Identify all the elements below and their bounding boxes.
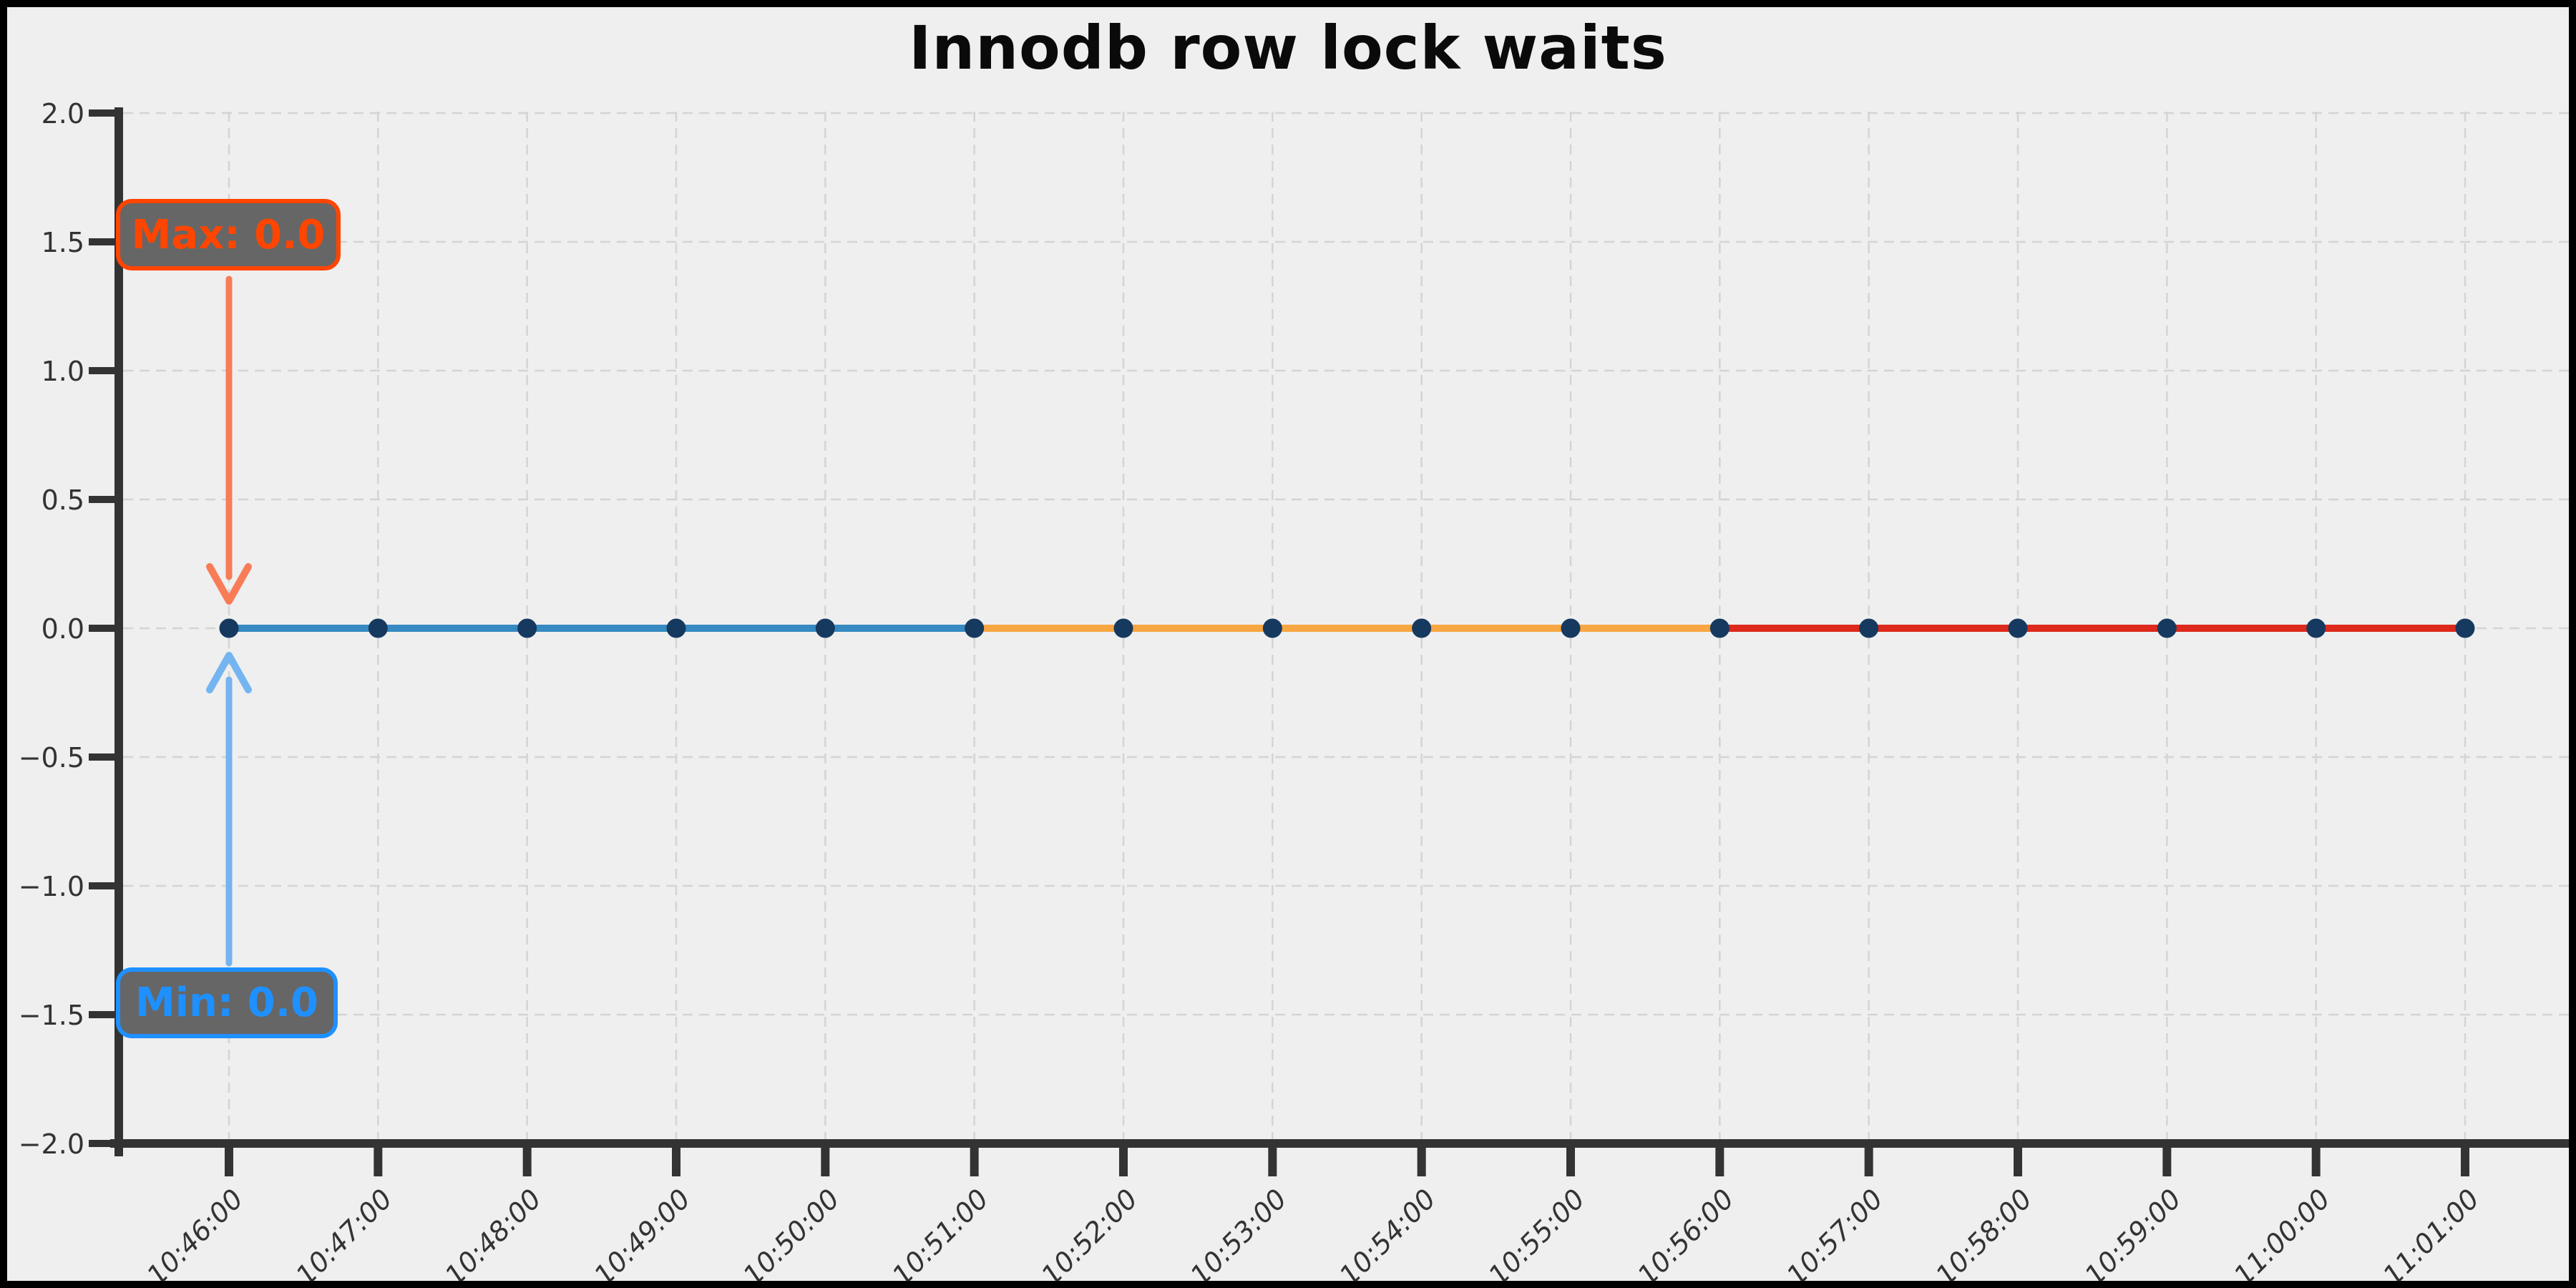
x-tick xyxy=(821,1148,830,1176)
y-tick xyxy=(89,625,116,632)
data-point-marker xyxy=(2455,618,2475,638)
y-axis-spine xyxy=(114,107,123,1156)
x-tick xyxy=(970,1148,979,1176)
y-tick-label: 0.5 xyxy=(42,484,84,516)
x-tick xyxy=(2311,1148,2321,1176)
x-tick xyxy=(1566,1148,1575,1176)
data-point-marker xyxy=(2157,618,2177,638)
x-tick xyxy=(374,1148,383,1176)
data-point-marker xyxy=(1859,618,1879,638)
x-tick-label: 11:00:00 xyxy=(2228,1183,2336,1288)
x-tick-label: 10:48:00 xyxy=(439,1183,547,1288)
data-point-marker xyxy=(2008,618,2028,638)
x-tick xyxy=(1268,1148,1277,1176)
x-tick-label: 10:55:00 xyxy=(1483,1183,1591,1288)
x-tick-label: 10:49:00 xyxy=(588,1183,697,1288)
data-point-marker xyxy=(1113,618,1133,638)
x-tick xyxy=(225,1148,233,1176)
y-tick-label: −1.0 xyxy=(19,871,84,902)
y-tick-label: −0.5 xyxy=(19,742,84,774)
x-tick-label: 10:58:00 xyxy=(1930,1183,2039,1288)
x-tick xyxy=(1417,1148,1426,1176)
y-tick xyxy=(89,367,116,374)
y-tick-label: −1.5 xyxy=(19,1000,84,1031)
data-point-marker xyxy=(2306,618,2326,638)
x-tick-label: 10:53:00 xyxy=(1184,1183,1293,1288)
min-arrowhead xyxy=(206,652,252,693)
y-tick-label: 1.5 xyxy=(42,227,84,258)
y-tick xyxy=(89,882,116,889)
x-tick xyxy=(522,1148,532,1176)
plot-area: 2.0 1.5 1.0 0.5 0.0 −0.5 −1.0 −1.5 −2.0 10:46:00 1… xyxy=(19,98,2569,1288)
chart-title: Innodb row lock waits xyxy=(909,13,1667,83)
data-point-marker xyxy=(815,618,835,638)
data-point-marker xyxy=(219,618,239,638)
y-tick xyxy=(89,753,116,761)
y-tick xyxy=(89,109,116,117)
x-tick-label: 10:46:00 xyxy=(141,1183,250,1288)
data-point-marker xyxy=(517,618,537,638)
x-tick-label: 10:52:00 xyxy=(1035,1183,1144,1288)
y-tick-label: 2.0 xyxy=(42,98,84,130)
x-tick xyxy=(2014,1148,2022,1176)
max-arrowhead xyxy=(206,563,252,605)
y-tick-label: 1.0 xyxy=(42,356,84,387)
x-tick-label: 10:59:00 xyxy=(2079,1183,2187,1288)
x-tick-label: 10:56:00 xyxy=(1631,1183,1740,1288)
y-tick xyxy=(89,496,116,503)
y-tick xyxy=(89,238,116,245)
data-point-marker xyxy=(1412,618,1432,638)
x-tick xyxy=(2461,1148,2469,1176)
max-annotation-box: Max: 0.0 xyxy=(116,199,341,270)
x-tick xyxy=(2162,1148,2172,1176)
data-point-marker xyxy=(1709,618,1729,638)
y-tick-label: 0.0 xyxy=(42,613,84,645)
data-point-marker xyxy=(368,618,388,638)
data-point-marker xyxy=(1262,618,1282,638)
x-tick-label: 10:51:00 xyxy=(886,1183,995,1288)
x-tick-label: 11:01:00 xyxy=(2377,1183,2486,1288)
data-point-marker xyxy=(965,618,985,638)
y-tick xyxy=(89,1011,116,1018)
x-tick xyxy=(1119,1148,1128,1176)
max-annotation-label: Max: 0.0 xyxy=(131,211,326,258)
x-tick-label: 10:54:00 xyxy=(1333,1183,1442,1288)
data-point-marker xyxy=(1561,618,1581,638)
x-tick xyxy=(1715,1148,1724,1176)
y-tick-label: −2.0 xyxy=(19,1128,84,1160)
min-annotation-label: Min: 0.0 xyxy=(135,980,318,1026)
x-tick-label: 10:50:00 xyxy=(737,1183,846,1288)
x-tick xyxy=(1864,1148,1873,1176)
x-tick-label: 10:57:00 xyxy=(1780,1183,1889,1288)
x-tick xyxy=(672,1148,680,1176)
data-point-marker xyxy=(666,618,686,638)
x-tick-label: 10:47:00 xyxy=(290,1183,399,1288)
x-axis-spine xyxy=(110,1139,2569,1148)
y-tick xyxy=(89,1140,116,1147)
min-annotation-box: Min: 0.0 xyxy=(116,967,338,1038)
